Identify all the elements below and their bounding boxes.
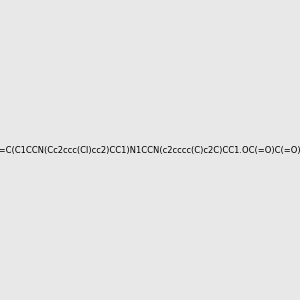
- Text: O=C(C1CCN(Cc2ccc(Cl)cc2)CC1)N1CCN(c2cccc(C)c2C)CC1.OC(=O)C(=O)O: O=C(C1CCN(Cc2ccc(Cl)cc2)CC1)N1CCN(c2cccc…: [0, 146, 300, 154]
